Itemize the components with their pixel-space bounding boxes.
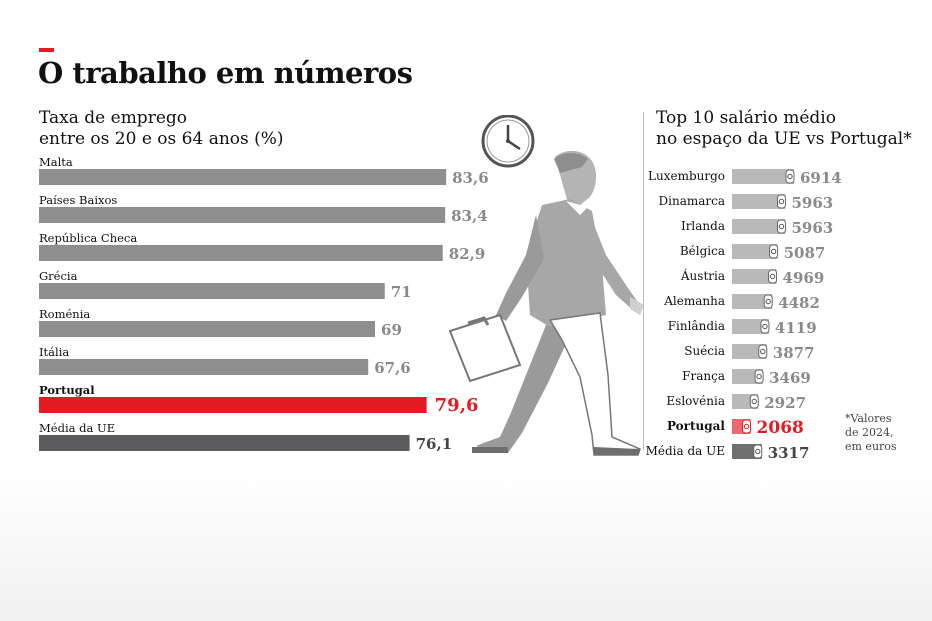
- euro-coin-icon-media-da-ue: [753, 444, 763, 459]
- wage-bar-alemanha: [732, 294, 773, 309]
- euro-coin-icon-irlanda: [776, 219, 786, 234]
- euro-symbol-icon-dinamarca: [778, 198, 785, 205]
- wage-bar-suecia: [732, 344, 767, 359]
- euro-coin-icon-alemanha: [763, 294, 773, 309]
- employment-category-label-romenia: Roménia: [39, 307, 90, 321]
- wage-category-label-austria: Áustria: [680, 268, 725, 283]
- employment-chart-title-line-1: Taxa de emprego: [39, 108, 187, 128]
- wage-bar-media-da-ue: [732, 444, 762, 459]
- walking-man-icon: [448, 150, 644, 456]
- clock-icon: [481, 115, 535, 168]
- wage-chart-title: Top 10 salário médio no espaço da UE vs …: [656, 108, 912, 150]
- euro-symbol-icon-irlanda: [778, 223, 785, 230]
- wage-category-label-alemanha: Alemanha: [663, 294, 725, 308]
- wage-chart-title-line-1: Top 10 salário médio: [656, 108, 836, 128]
- employment-category-label-paises-baixos: Países Baixos: [39, 193, 117, 207]
- section-divider: [643, 112, 644, 450]
- footnote: *Valores de 2024, em euros: [845, 412, 925, 454]
- wage-value-label-irlanda: 5963: [791, 219, 833, 237]
- wage-category-label-eslovenia: Eslovénia: [666, 394, 725, 408]
- wage-value-label-franca: 3469: [769, 369, 811, 387]
- employment-bar-republica-checa: [39, 245, 443, 261]
- wage-category-label-finlandia: Finlândia: [668, 319, 725, 333]
- employment-category-label-italia: Itália: [39, 345, 69, 359]
- wage-category-label-dinamarca: Dinamarca: [659, 194, 726, 208]
- euro-symbol-icon-media-da-ue: [755, 448, 761, 455]
- wage-category-label-irlanda: Irlanda: [681, 219, 725, 233]
- wage-bar-belgica: [732, 244, 778, 259]
- footnote-line-1: *Valores: [845, 412, 892, 425]
- wage-bar-dinamarca: [732, 194, 786, 209]
- euro-coin-icon-dinamarca: [776, 194, 786, 209]
- wage-category-label-media-da-ue: Média da UE: [646, 444, 725, 458]
- wage-value-label-eslovenia: 2927: [764, 394, 806, 412]
- euro-symbol-icon-luxemburgo: [787, 173, 793, 180]
- wage-category-label-belgica: Bélgica: [680, 244, 725, 258]
- euro-symbol-icon-suecia: [760, 348, 766, 355]
- employment-bar-portugal: [39, 397, 427, 413]
- title-accent-bar: [39, 48, 54, 52]
- wage-value-label-dinamarca: 5963: [791, 194, 833, 212]
- euro-symbol-icon-eslovenia: [751, 398, 757, 405]
- wage-value-label-austria: 4969: [783, 269, 825, 287]
- euro-coin-icon-franca: [754, 369, 764, 384]
- wage-bar-eslovenia: [732, 394, 759, 409]
- employment-chart-title-line-2: entre os 20 e os 64 anos (%): [39, 129, 284, 149]
- euro-symbol-icon-belgica: [770, 248, 777, 255]
- wage-category-label-franca: França: [682, 369, 725, 383]
- employment-bar-romenia: [39, 321, 376, 337]
- employment-category-label-malta: Malta: [39, 155, 73, 169]
- wage-bar-portugal: [732, 419, 751, 434]
- wage-bar-finlandia: [732, 319, 769, 334]
- employment-value-label-grecia: 71: [391, 283, 412, 301]
- wage-bar-irlanda: [732, 219, 786, 234]
- employment-bar-paises-baixos: [39, 207, 446, 223]
- footnote-line-3: em euros: [845, 440, 897, 453]
- euro-coin-icon-portugal: [742, 419, 752, 434]
- employment-bar-malta: [39, 169, 447, 185]
- wage-category-label-portugal: Portugal: [667, 419, 725, 433]
- employment-value-label-romenia: 69: [381, 321, 402, 339]
- page-title: O trabalho em números: [38, 56, 413, 90]
- euro-symbol-icon-portugal: [743, 423, 750, 430]
- employment-bar-italia: [39, 359, 369, 375]
- wage-value-label-alemanha: 4482: [778, 294, 820, 312]
- euro-coin-icon-suecia: [758, 344, 768, 359]
- wage-bar-luxemburgo: [732, 169, 794, 184]
- wage-bar-austria: [732, 269, 777, 284]
- employment-category-label-republica-checa: República Checa: [39, 231, 137, 245]
- employment-chart-title: Taxa de emprego entre os 20 e os 64 anos…: [39, 108, 284, 150]
- wage-value-label-suecia: 3877: [773, 344, 815, 362]
- employment-category-label-grecia: Grécia: [39, 269, 78, 283]
- employment-bar-grecia: [39, 283, 385, 299]
- euro-symbol-icon-alemanha: [765, 298, 771, 305]
- euro-symbol-icon-franca: [756, 373, 762, 380]
- euro-coin-icon-luxemburgo: [785, 169, 795, 184]
- briefcase-icon: [448, 313, 522, 383]
- wage-value-label-media-da-ue: 3317: [768, 444, 810, 462]
- euro-coin-icon-finlandia: [760, 319, 770, 334]
- footnote-line-2: de 2024,: [845, 426, 894, 439]
- wage-category-label-luxemburgo: Luxemburgo: [648, 169, 725, 183]
- walking-man-clock-illustration: [448, 115, 644, 456]
- wage-value-label-portugal: 2068: [757, 418, 804, 438]
- wage-value-label-luxemburgo: 6914: [800, 169, 842, 187]
- employment-category-label-media-da-ue: Média da UE: [39, 421, 115, 435]
- employment-value-label-italia: 67,6: [374, 359, 411, 377]
- wage-category-label-suecia: Suécia: [684, 344, 725, 358]
- euro-symbol-icon-austria: [769, 273, 776, 280]
- euro-coin-icon-austria: [768, 269, 778, 284]
- wage-chart-title-line-2: no espaço da UE vs Portugal*: [656, 129, 912, 149]
- wage-value-label-finlandia: 4119: [775, 319, 817, 337]
- wage-bar-franca: [732, 369, 764, 384]
- euro-symbol-icon-finlandia: [762, 323, 768, 330]
- wage-value-label-belgica: 5087: [784, 244, 826, 262]
- employment-category-label-portugal: Portugal: [39, 383, 95, 397]
- employment-bar-media-da-ue: [39, 435, 410, 451]
- euro-coin-icon-eslovenia: [749, 394, 759, 409]
- euro-coin-icon-belgica: [769, 244, 779, 259]
